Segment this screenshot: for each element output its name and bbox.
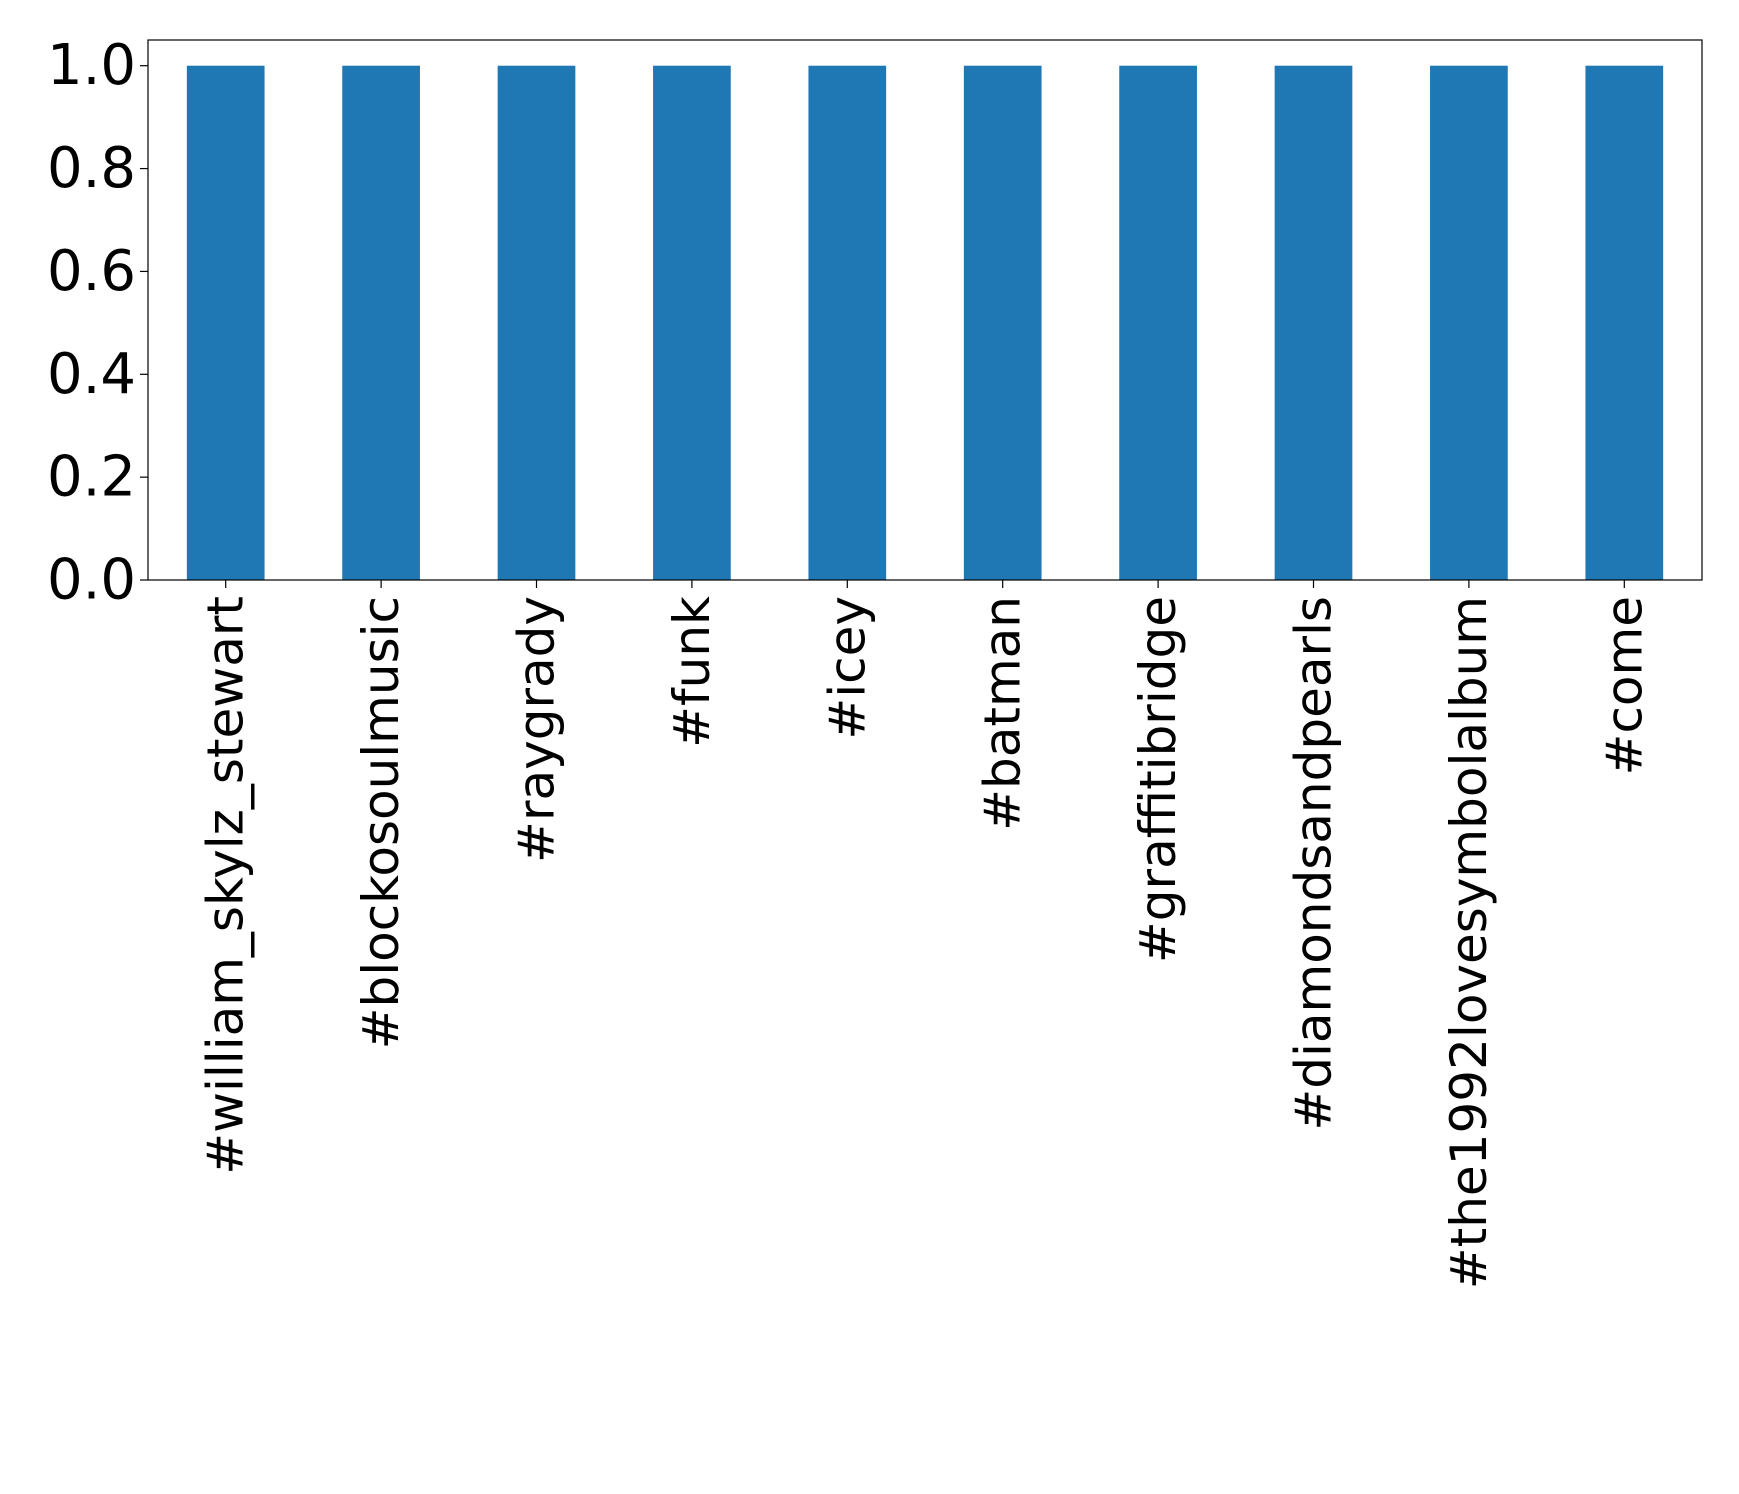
bar bbox=[1274, 65, 1353, 580]
axes-frame bbox=[147, 39, 1703, 581]
bar bbox=[808, 65, 887, 580]
x-tick-label: #funk bbox=[663, 596, 721, 748]
y-tick-label: 0.6 bbox=[47, 239, 136, 304]
x-tick-label: #batman bbox=[974, 596, 1032, 831]
bars-layer bbox=[186, 65, 1664, 580]
bar bbox=[342, 65, 420, 580]
y-tick-label: 0.8 bbox=[47, 136, 136, 201]
x-tick-label: #blockosoulmusic bbox=[352, 596, 410, 1049]
y-tick-label: 0.4 bbox=[47, 342, 136, 407]
x-tick-label: #raygrady bbox=[508, 596, 566, 863]
bar bbox=[1585, 65, 1664, 580]
x-tick-label: #the1992lovesymbolalbum bbox=[1440, 596, 1498, 1289]
y-tick-label: 1.0 bbox=[47, 33, 136, 98]
x-tick-label: #graffitibridge bbox=[1129, 596, 1187, 963]
y-tick-label: 0.2 bbox=[47, 445, 136, 510]
bar bbox=[186, 65, 265, 580]
bar bbox=[497, 65, 576, 580]
x-tick-label: #william_skylz_stewart bbox=[197, 596, 255, 1175]
y-axis: 0.0 0.2 0.4 0.6 0.8 1.0 bbox=[47, 33, 148, 613]
bar bbox=[963, 65, 1042, 580]
bar bbox=[1119, 65, 1197, 580]
x-axis: #william_skylz_stewart #blockosoulmusic #r… bbox=[197, 580, 1653, 1289]
y-tick-label: 0.0 bbox=[47, 548, 136, 613]
x-tick-label: #come bbox=[1595, 596, 1653, 775]
bar bbox=[653, 65, 731, 580]
x-tick-label: #icey bbox=[818, 596, 876, 740]
bar bbox=[1430, 65, 1508, 580]
x-tick-label: #diamondsandpearls bbox=[1285, 596, 1343, 1131]
